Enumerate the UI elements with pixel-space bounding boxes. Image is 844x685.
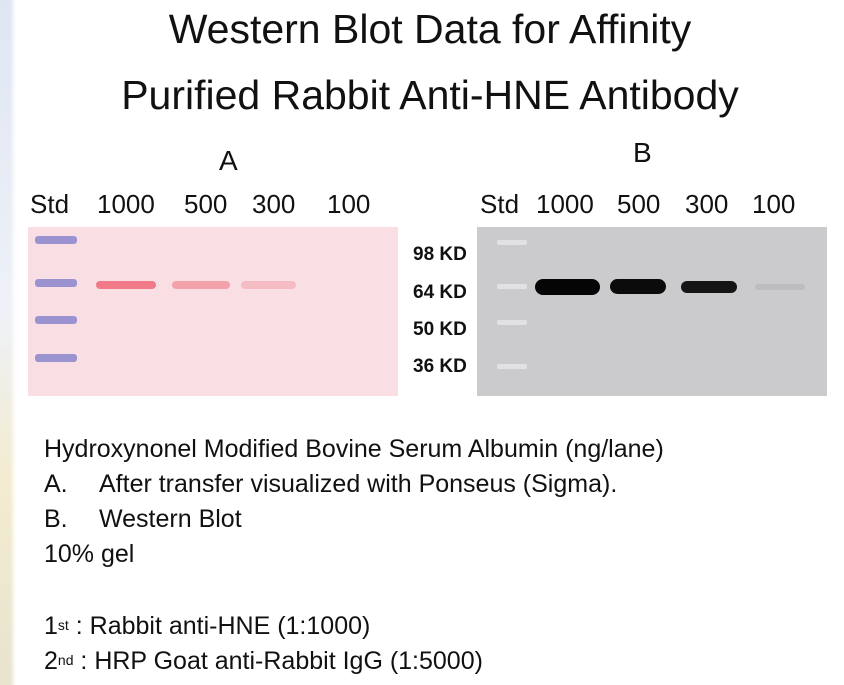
caption-primary-antibody: 1st : Rabbit anti-HNE (1:1000)	[44, 614, 370, 639]
sample-band-1000	[96, 281, 156, 289]
primary-number: 1	[44, 612, 58, 640]
slide-title-line-2: Purified Rabbit Anti-HNE Antibody	[121, 72, 739, 118]
panel-a-lane-std: Std	[30, 189, 70, 219]
blot-image-panel-b	[477, 227, 827, 396]
caption-item-b: B. Western Blot	[44, 507, 242, 532]
secondary-text: : HRP Goat anti-Rabbit IgG (1:5000)	[73, 647, 483, 675]
sample-band-500	[172, 281, 230, 289]
ladder-band	[35, 279, 77, 287]
ladder-band	[497, 284, 527, 289]
secondary-ordinal: nd	[57, 652, 74, 668]
ladder-band	[497, 364, 527, 369]
marker-98kd: 98 KD	[413, 244, 467, 265]
secondary-number: 2	[44, 647, 58, 675]
ladder-band	[497, 320, 527, 325]
panel-b-lane-500: 500	[617, 189, 661, 219]
marker-64kd: 64 KD	[413, 282, 467, 303]
panel-a-lane-300: 300	[252, 189, 296, 219]
panel-a-lane-100: 100	[327, 189, 371, 219]
blot-band-100	[755, 284, 805, 290]
primary-ordinal: st	[57, 617, 69, 633]
slide-edge-decoration	[0, 0, 16, 685]
caption-item-a-marker: A.	[44, 470, 68, 498]
panel-b-lane-std: Std	[480, 189, 520, 219]
ladder-band	[35, 354, 77, 362]
panel-b-label: B	[633, 137, 652, 168]
panel-a-lane-1000: 1000	[97, 189, 155, 219]
gel-image-panel-a	[28, 227, 398, 396]
ladder-band	[35, 316, 77, 324]
ladder-band	[35, 236, 77, 244]
caption-item-a-text: After transfer visualized with Ponseus (…	[99, 470, 618, 498]
panel-a-lane-500: 500	[184, 189, 228, 219]
caption-title: Hydroxynonel Modified Bovine Serum Album…	[44, 435, 664, 463]
panel-b-lane-100: 100	[752, 189, 796, 219]
marker-36kd: 36 KD	[413, 356, 467, 377]
caption-item-a: A. After transfer visualized with Ponseus…	[44, 472, 617, 497]
slide-title-line-1: Western Blot Data for Affinity	[168, 6, 692, 52]
blot-band-500	[610, 279, 666, 294]
caption-item-b-marker: B.	[44, 505, 68, 533]
primary-text: : Rabbit anti-HNE (1:1000)	[68, 612, 371, 640]
caption-secondary-antibody: 2nd : HRP Goat anti-Rabbit IgG (1:5000)	[44, 649, 483, 674]
marker-50kd: 50 KD	[413, 319, 467, 340]
ladder-band	[497, 240, 527, 245]
blot-band-300	[681, 281, 737, 293]
caption-item-b-text: Western Blot	[99, 505, 242, 533]
panel-b-lane-1000: 1000	[536, 189, 594, 219]
panel-a-label: A	[219, 145, 238, 176]
blot-band-1000	[535, 279, 600, 295]
panel-b-lane-300: 300	[685, 189, 729, 219]
caption-gel: 10% gel	[44, 540, 135, 568]
sample-band-300	[241, 281, 296, 289]
